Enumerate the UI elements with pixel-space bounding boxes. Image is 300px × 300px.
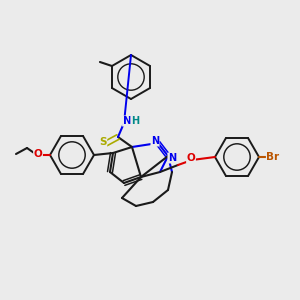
Text: O: O — [187, 153, 195, 163]
Text: Br: Br — [266, 152, 280, 162]
Text: N: N — [123, 116, 131, 126]
Text: N: N — [151, 136, 159, 146]
Text: O: O — [34, 149, 42, 159]
Text: S: S — [99, 137, 107, 147]
Text: H: H — [131, 116, 139, 126]
Text: N: N — [168, 153, 176, 163]
